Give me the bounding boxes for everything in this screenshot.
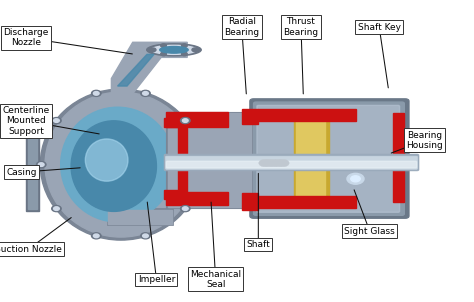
Circle shape: [182, 119, 188, 122]
Text: Thrust
Bearing: Thrust Bearing: [283, 18, 319, 37]
Ellipse shape: [147, 44, 201, 56]
Ellipse shape: [71, 121, 156, 211]
Circle shape: [268, 159, 280, 167]
Text: Suction Nozzle: Suction Nozzle: [0, 245, 62, 254]
Circle shape: [143, 234, 148, 238]
FancyBboxPatch shape: [164, 154, 419, 171]
FancyBboxPatch shape: [254, 102, 404, 215]
FancyBboxPatch shape: [165, 156, 418, 169]
Circle shape: [52, 117, 61, 124]
Circle shape: [278, 159, 289, 167]
Circle shape: [38, 163, 44, 166]
Text: Shaft Key: Shaft Key: [358, 23, 401, 32]
Circle shape: [93, 234, 99, 238]
Circle shape: [143, 92, 148, 95]
Ellipse shape: [40, 89, 201, 240]
FancyBboxPatch shape: [258, 109, 356, 121]
Text: Casing: Casing: [6, 168, 36, 177]
Circle shape: [181, 117, 190, 124]
FancyBboxPatch shape: [242, 193, 258, 210]
Text: Bearing
Housing: Bearing Housing: [406, 131, 443, 150]
Circle shape: [264, 159, 275, 167]
Circle shape: [141, 233, 150, 239]
Text: Mechanical
Seal: Mechanical Seal: [190, 270, 241, 289]
Ellipse shape: [85, 139, 128, 181]
FancyBboxPatch shape: [257, 105, 400, 212]
Polygon shape: [164, 118, 187, 199]
Circle shape: [182, 207, 188, 210]
Ellipse shape: [45, 92, 197, 237]
FancyBboxPatch shape: [294, 112, 329, 205]
Circle shape: [161, 44, 166, 47]
FancyBboxPatch shape: [168, 113, 251, 207]
FancyBboxPatch shape: [242, 109, 258, 124]
Text: Centerline
Mounted
Support: Centerline Mounted Support: [2, 106, 50, 136]
Polygon shape: [118, 54, 154, 86]
Circle shape: [93, 92, 99, 95]
FancyBboxPatch shape: [28, 120, 37, 209]
FancyBboxPatch shape: [166, 161, 417, 168]
Polygon shape: [111, 42, 187, 94]
FancyBboxPatch shape: [250, 99, 409, 218]
FancyBboxPatch shape: [258, 196, 356, 208]
Circle shape: [182, 44, 187, 47]
Circle shape: [182, 52, 187, 56]
Circle shape: [273, 159, 284, 167]
Circle shape: [91, 90, 101, 96]
FancyBboxPatch shape: [296, 115, 325, 202]
FancyBboxPatch shape: [26, 118, 39, 211]
Circle shape: [36, 162, 46, 168]
Ellipse shape: [160, 47, 188, 53]
Circle shape: [347, 173, 364, 184]
Circle shape: [54, 119, 59, 122]
FancyBboxPatch shape: [393, 113, 404, 202]
Circle shape: [192, 48, 198, 52]
Text: Sight Glass: Sight Glass: [344, 226, 395, 236]
Ellipse shape: [151, 45, 196, 54]
FancyBboxPatch shape: [107, 208, 173, 225]
Circle shape: [91, 233, 101, 239]
Circle shape: [196, 162, 205, 168]
Circle shape: [52, 206, 61, 212]
Circle shape: [181, 206, 190, 212]
Circle shape: [54, 207, 59, 210]
Circle shape: [150, 48, 156, 52]
Text: Impeller: Impeller: [138, 275, 175, 284]
FancyBboxPatch shape: [166, 112, 228, 127]
Text: Shaft: Shaft: [246, 240, 270, 249]
Text: Radial
Bearing: Radial Bearing: [224, 18, 259, 37]
Circle shape: [259, 159, 270, 167]
Circle shape: [141, 90, 150, 96]
FancyBboxPatch shape: [166, 112, 254, 208]
Text: Discharge
Nozzle: Discharge Nozzle: [3, 28, 49, 47]
Circle shape: [351, 176, 360, 182]
Circle shape: [161, 52, 166, 56]
FancyBboxPatch shape: [166, 192, 228, 205]
Circle shape: [198, 163, 203, 166]
Ellipse shape: [61, 107, 174, 222]
FancyBboxPatch shape: [108, 210, 172, 224]
